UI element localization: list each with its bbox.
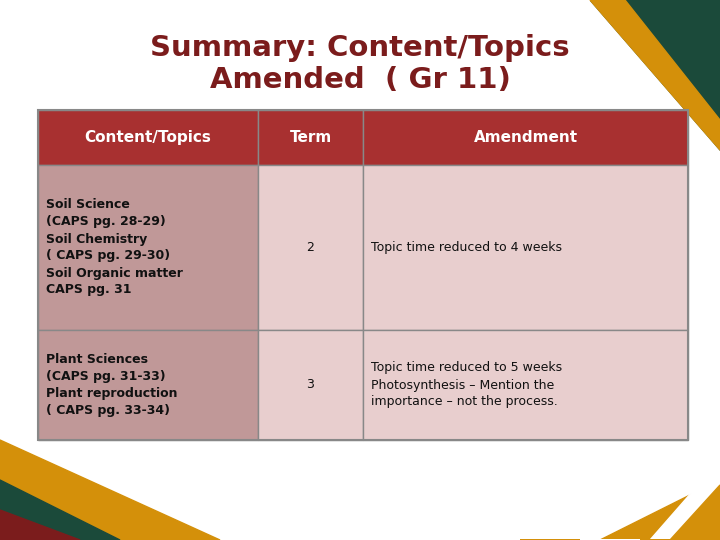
Text: Soil Science
(CAPS pg. 28-29)
Soil Chemistry
( CAPS pg. 29-30)
Soil Organic matt: Soil Science (CAPS pg. 28-29) Soil Chemi… bbox=[46, 199, 183, 296]
Bar bbox=[38, 330, 258, 440]
Text: Term: Term bbox=[289, 130, 332, 145]
Polygon shape bbox=[580, 460, 720, 540]
Bar bbox=[38, 110, 258, 165]
Text: Plant Sciences
(CAPS pg. 31-33)
Plant reproduction
( CAPS pg. 33-34): Plant Sciences (CAPS pg. 31-33) Plant re… bbox=[46, 353, 178, 417]
Bar bbox=[38, 165, 258, 330]
Text: Amended  ( Gr 11): Amended ( Gr 11) bbox=[210, 66, 510, 94]
Bar bbox=[38, 110, 688, 440]
Text: Summary: Content/Topics: Summary: Content/Topics bbox=[150, 34, 570, 62]
Bar bbox=[363, 110, 688, 165]
Bar bbox=[363, 165, 688, 330]
Text: 3: 3 bbox=[307, 379, 315, 392]
Bar bbox=[258, 165, 363, 330]
Text: 2: 2 bbox=[307, 241, 315, 254]
Polygon shape bbox=[0, 510, 80, 540]
Polygon shape bbox=[0, 440, 220, 540]
Polygon shape bbox=[0, 450, 160, 540]
Bar bbox=[363, 330, 688, 440]
Polygon shape bbox=[590, 0, 720, 150]
Polygon shape bbox=[0, 480, 120, 540]
Polygon shape bbox=[640, 485, 720, 540]
Polygon shape bbox=[520, 480, 720, 540]
Text: Amendment: Amendment bbox=[474, 130, 577, 145]
Text: Topic time reduced to 5 weeks
Photosynthesis – Mention the
importance – not the : Topic time reduced to 5 weeks Photosynth… bbox=[371, 361, 562, 408]
Polygon shape bbox=[590, 0, 720, 150]
Text: Topic time reduced to 4 weeks: Topic time reduced to 4 weeks bbox=[371, 241, 562, 254]
Bar bbox=[258, 110, 363, 165]
Text: Content/Topics: Content/Topics bbox=[84, 130, 212, 145]
Bar bbox=[258, 330, 363, 440]
